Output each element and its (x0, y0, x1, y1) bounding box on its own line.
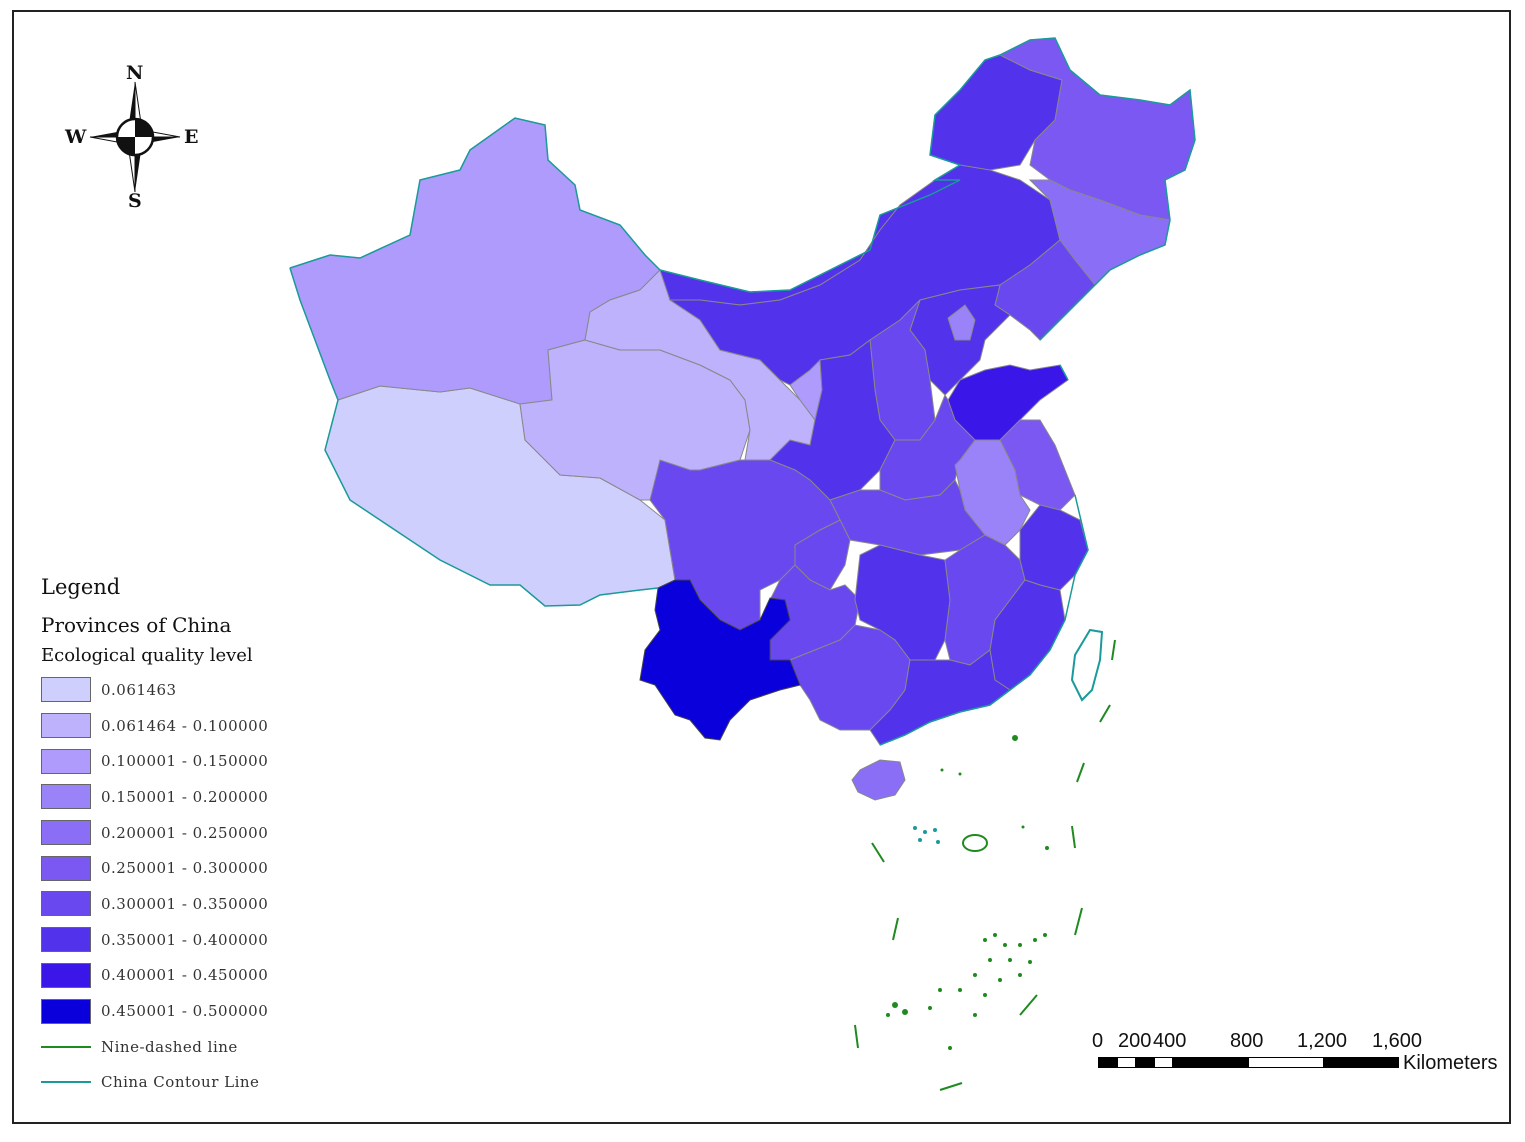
province-hainan[interactable] (851, 759, 906, 801)
legend-line-item: Nine-dashed line (41, 1029, 381, 1065)
island-cluster (962, 834, 988, 852)
province-shandong[interactable] (947, 364, 1069, 441)
compass-rose: N S E W (60, 62, 210, 212)
legend-lines: Nine-dashed line China Contour Line (41, 1029, 381, 1100)
legend-item-label: 0.450001 - 0.500000 (101, 1002, 269, 1021)
compass-south: S (128, 190, 142, 212)
legend-item-label: 0.200001 - 0.250000 (101, 823, 269, 842)
scale-unit: Kilometers (1403, 1052, 1498, 1074)
legend-item-label: 0.350001 - 0.400000 (101, 930, 269, 949)
legend-line-item: China Contour Line (41, 1065, 381, 1101)
scale-segment (1172, 1057, 1249, 1068)
scale-tick-200: 200 (1118, 1030, 1152, 1052)
compass-east: E (184, 126, 199, 148)
scale-segment (1248, 1057, 1324, 1068)
scale-segment (1135, 1057, 1155, 1068)
legend-item: 0.350001 - 0.400000 (41, 922, 381, 958)
province-beijing[interactable] (947, 304, 976, 341)
legend-line-label: China Contour Line (101, 1073, 260, 1092)
legend-item-label: 0.061464 - 0.100000 (101, 716, 269, 735)
scale-tick-1600: 1,600 (1372, 1030, 1423, 1052)
legend-swatch (41, 927, 91, 953)
legend-swatch (41, 784, 91, 810)
legend-swatch (41, 677, 91, 703)
legend-item-label: 0.100001 - 0.150000 (101, 752, 269, 771)
scale-segment (1098, 1057, 1118, 1068)
legend-title: Legend (41, 575, 121, 599)
legend-item: 0.300001 - 0.350000 (41, 886, 381, 922)
china-contour-line-west (289, 267, 659, 607)
scale-segment (1117, 1057, 1136, 1068)
scale-tick-800: 800 (1230, 1030, 1264, 1052)
taiwan-contour (1070, 628, 1104, 702)
compass-rose-icon (89, 81, 181, 193)
legend-swatch (41, 998, 91, 1024)
scale-segment (1323, 1057, 1399, 1068)
legend-swatch (41, 820, 91, 846)
legend-item-label: 0.250001 - 0.300000 (101, 859, 269, 878)
scale-tick-400: 400 (1153, 1030, 1187, 1052)
scale-tick-0: 0 (1092, 1030, 1104, 1052)
compass-west: W (65, 126, 87, 148)
scale-tick-1200: 1,200 (1297, 1030, 1348, 1052)
legend-item-label: 0.061463 (101, 680, 177, 699)
legend-item: 0.061463 (41, 672, 381, 708)
legend-swatch (41, 855, 91, 881)
legend-line-symbol (41, 1081, 91, 1084)
compass-north: N (126, 62, 144, 84)
legend-swatch (41, 891, 91, 917)
china-contour-line (289, 37, 1196, 746)
legend-item: 0.100001 - 0.150000 (41, 743, 381, 779)
legend-item: 0.400001 - 0.450000 (41, 958, 381, 994)
legend-line-symbol (41, 1045, 91, 1048)
south-sea-islands (886, 735, 1049, 1050)
legend-item-label: 0.150001 - 0.200000 (101, 787, 269, 806)
legend-item-label: 0.300001 - 0.350000 (101, 894, 269, 913)
legend-swatch (41, 962, 91, 988)
scale-segment (1154, 1057, 1173, 1068)
legend-item: 0.200001 - 0.250000 (41, 815, 381, 851)
province-hubei[interactable] (829, 479, 986, 556)
nine-dashed-line (854, 639, 1116, 1091)
scale-bar: 0 200 400 800 1,200 1,600 Kilometers (1092, 1030, 1512, 1080)
paracel-islands (913, 826, 940, 844)
legend-layer-name: Provinces of China (41, 613, 232, 637)
legend: Legend Provinces of China Ecological qua… (41, 575, 381, 1100)
legend-classes: 0.061463 0.061464 - 0.100000 0.100001 - 0.… (41, 672, 381, 1029)
legend-swatch (41, 748, 91, 774)
legend-item: 0.061464 - 0.100000 (41, 708, 381, 744)
legend-item: 0.450001 - 0.500000 (41, 993, 381, 1029)
legend-item-label: 0.400001 - 0.450000 (101, 966, 269, 985)
legend-item: 0.250001 - 0.300000 (41, 850, 381, 886)
legend-swatch (41, 713, 91, 739)
legend-item: 0.150001 - 0.200000 (41, 779, 381, 815)
province-zhejiang[interactable] (1019, 504, 1089, 591)
province-yunnan[interactable] (639, 579, 801, 741)
legend-field-name: Ecological quality level (41, 645, 253, 666)
legend-line-label: Nine-dashed line (101, 1037, 238, 1056)
